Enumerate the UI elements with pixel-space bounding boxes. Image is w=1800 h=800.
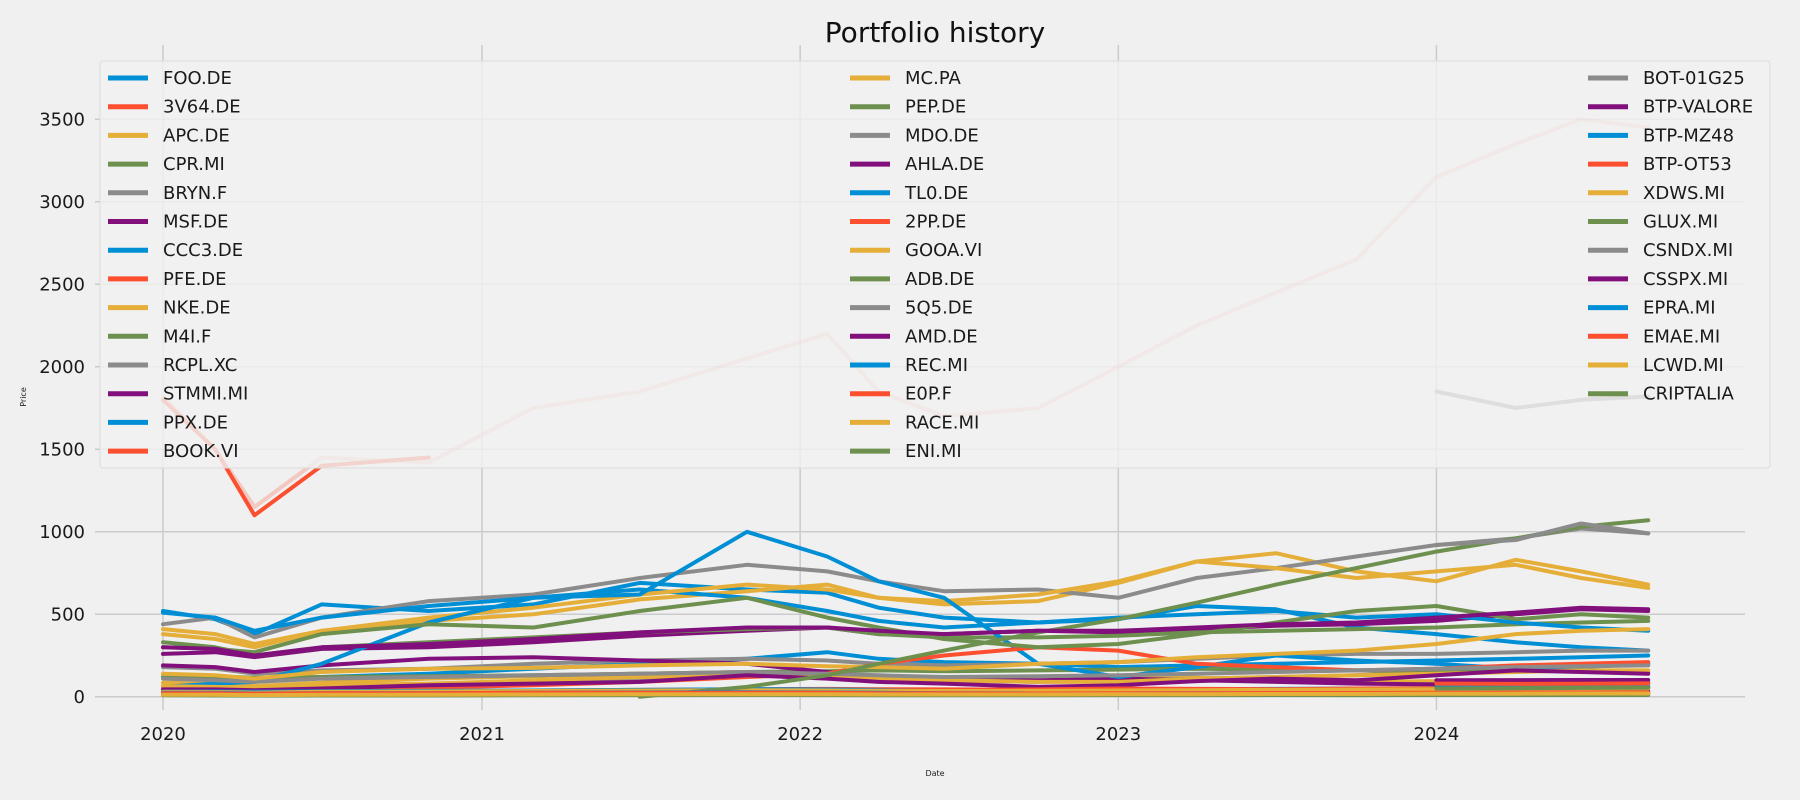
legend-entry: XDWS.MI	[1643, 183, 1725, 204]
y-tick-label: 3000	[39, 192, 85, 213]
legend-entry: MDO.DE	[905, 125, 979, 146]
series-line-tl0-de	[161, 529, 1651, 689]
legend-entry: MC.PA	[905, 68, 962, 89]
legend-entry: 3V64.DE	[163, 97, 241, 118]
legend-entry: CSSPX.MI	[1643, 269, 1728, 290]
legend-entry: ENI.MI	[905, 441, 962, 462]
legend-entry: ADB.DE	[905, 269, 974, 290]
x-tick-label: 2024	[1414, 724, 1460, 745]
legend-entry: FOO.DE	[163, 68, 232, 89]
chart-title: Portfolio history	[825, 16, 1045, 49]
legend-entry: TL0.DE	[904, 183, 968, 204]
legend-entry: STMMI.MI	[163, 384, 248, 405]
series-line-gooa-vi	[161, 668, 1651, 690]
y-axis-label: Price	[19, 387, 28, 407]
series-line-ppx-de	[161, 587, 1651, 633]
legend-entry: 5Q5.DE	[905, 298, 973, 319]
series-line-lcwd-mi	[161, 691, 1651, 698]
series-line-race-mi	[161, 627, 1651, 681]
series-line-5q5-de	[161, 663, 1651, 684]
x-tick-label: 2023	[1095, 724, 1141, 745]
y-tick-label: 3500	[39, 109, 85, 130]
legend-entry: EMAE.MI	[1643, 326, 1720, 347]
series-line-csndx-mi	[1434, 521, 1651, 547]
legend-entry: BRYN.F	[163, 183, 227, 204]
legend-entry: CPR.MI	[163, 154, 225, 175]
legend-entry: BTP-VALORE	[1643, 97, 1753, 118]
y-tick-label: 2500	[39, 274, 85, 295]
series-line-mc-pa	[161, 559, 1651, 646]
y-tick-label: 1000	[39, 522, 85, 543]
legend-entry: EPRA.MI	[1643, 298, 1716, 319]
legend-entry: BOT-01G25	[1643, 68, 1745, 89]
legend-entry: BTP-OT53	[1643, 154, 1732, 175]
legend-entry: CSNDX.MI	[1643, 240, 1733, 261]
y-tick-label: 0	[74, 687, 85, 708]
legend-entry: NKE.DE	[163, 298, 231, 319]
legend-entry: PFE.DE	[163, 269, 227, 290]
legend-entry: REC.MI	[905, 355, 968, 376]
x-tick-label: 2022	[777, 724, 823, 745]
y-tick-label: 500	[51, 604, 85, 625]
legend-entry: BOOK.VI	[163, 441, 239, 462]
x-tick-label: 2020	[140, 724, 186, 745]
x-tick-label: 2021	[459, 724, 505, 745]
legend-entry: BTP-MZ48	[1643, 125, 1734, 146]
legend-entry: AHLA.DE	[905, 154, 984, 175]
y-tick-label: 2000	[39, 357, 85, 378]
series-line-csspx-mi	[161, 605, 1651, 658]
legend-box	[99, 60, 1771, 469]
legend-entry: CRIPTALIA	[1643, 384, 1734, 405]
legend-entry: GLUX.MI	[1643, 212, 1718, 233]
series-line-criptalia	[1434, 685, 1651, 691]
legend-entry: RCPL.XC	[163, 355, 237, 376]
legend-entry: M4I.F	[163, 326, 211, 347]
legend-entry: RACE.MI	[905, 412, 979, 433]
legend-entry: PPX.DE	[163, 412, 228, 433]
series-line-amd-de	[161, 668, 1651, 693]
legend-entry: APC.DE	[163, 125, 230, 146]
legend-entry: MSF.DE	[163, 212, 228, 233]
legend-entry: GOOA.VI	[905, 240, 982, 261]
y-tick-label: 1500	[39, 439, 85, 460]
legend-entry: PEP.DE	[905, 97, 966, 118]
legend-entry: CCC3.DE	[163, 240, 243, 261]
legend-entry: AMD.DE	[905, 326, 978, 347]
legend-entry: LCWD.MI	[1643, 355, 1724, 376]
legend-entry: E0P.F	[905, 384, 952, 405]
series-line-btp-ot53	[1434, 681, 1651, 686]
legend-entry: 2PP.DE	[905, 212, 966, 233]
x-axis-label: Date	[925, 769, 944, 778]
series-line-foo-de	[161, 580, 1651, 653]
